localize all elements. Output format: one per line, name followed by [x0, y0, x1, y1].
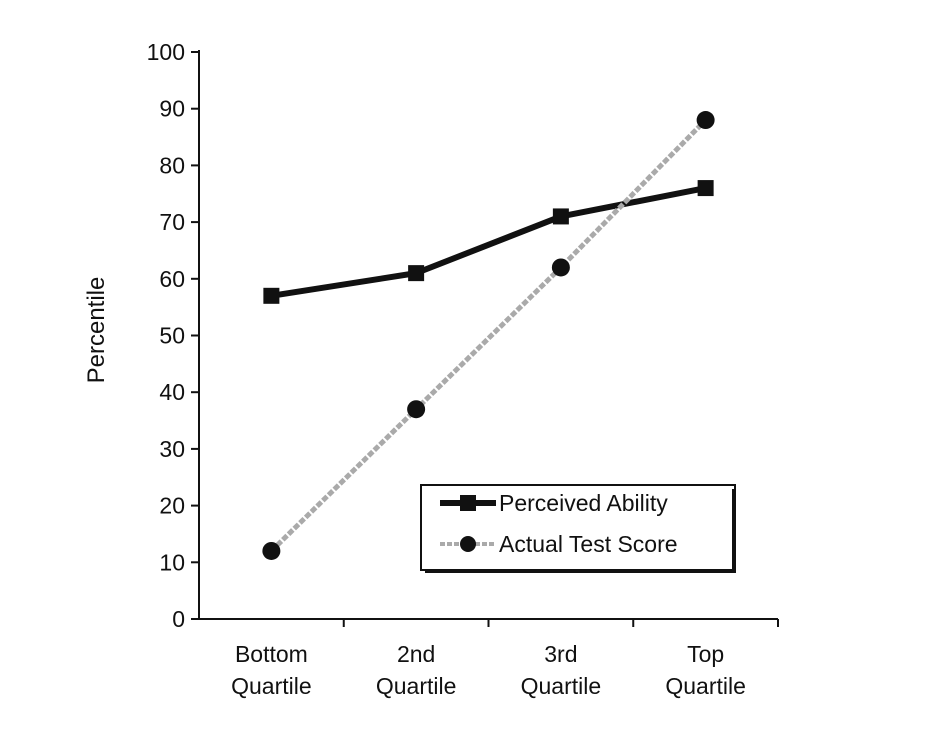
- y-axis-title: Percentile: [83, 277, 110, 384]
- data-point-square: [263, 287, 280, 304]
- y-tick-label: 70: [159, 209, 185, 235]
- series-line: [269, 118, 708, 553]
- legend-label: Perceived Ability: [499, 490, 668, 516]
- data-point-square: [408, 265, 425, 282]
- y-tick-label: 30: [159, 436, 185, 462]
- legend-marker-circle: [460, 536, 476, 552]
- x-tick-label: Top Quartile: [665, 641, 746, 699]
- legend-marker-square: [460, 495, 476, 511]
- y-tick-label: 0: [172, 606, 185, 632]
- y-tick-label: 50: [159, 323, 185, 349]
- x-tick-label: Bottom Quartile: [231, 641, 312, 699]
- data-point-square: [697, 180, 714, 197]
- legend: Perceived Ability Actual Test Score: [420, 484, 736, 573]
- series-perceived-ability: [263, 180, 714, 304]
- x-axis-ticks: Bottom Quartile 2nd Quartile 3rd Quartile Top Q…: [231, 619, 779, 699]
- series-line: [270, 185, 707, 299]
- y-tick-label: 80: [159, 152, 185, 178]
- y-tick-label: 60: [159, 266, 185, 292]
- data-point-square: [552, 208, 569, 225]
- data-point-circle: [696, 111, 715, 130]
- x-tick-label: 2nd Quartile: [376, 641, 457, 699]
- data-point-circle: [407, 400, 426, 419]
- x-tick-label: 3rd Quartile: [521, 641, 602, 699]
- data-point-circle: [262, 541, 281, 560]
- series-actual-test-score: [262, 111, 715, 560]
- legend-label: Actual Test Score: [499, 531, 678, 557]
- y-tick-label: 20: [159, 493, 185, 519]
- data-point-circle: [551, 258, 570, 277]
- y-tick-label: 10: [159, 549, 185, 575]
- y-axis-ticks: 0 10 20 30 40 50 60 70 80 90 100: [147, 39, 199, 632]
- y-tick-label: 90: [159, 96, 185, 122]
- series-layer: [262, 111, 715, 560]
- y-tick-label: 100: [147, 39, 185, 65]
- y-tick-label: 40: [159, 379, 185, 405]
